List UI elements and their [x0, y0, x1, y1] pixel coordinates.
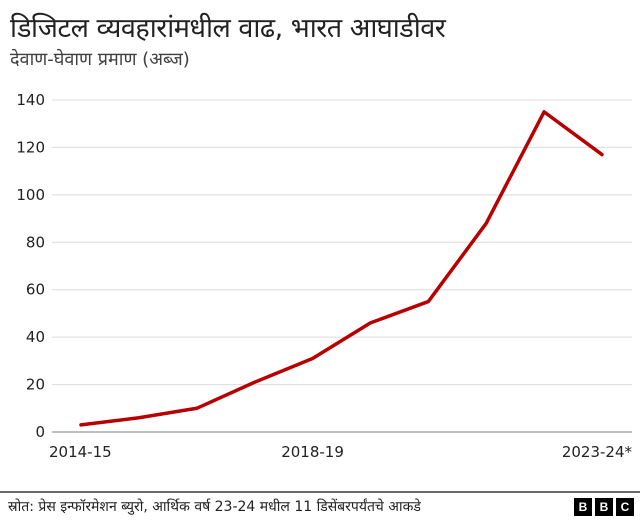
- x-tick-label: 2018-19: [281, 443, 344, 461]
- y-tick-label: 40: [26, 328, 45, 346]
- y-tick-label: 80: [26, 233, 45, 251]
- x-tick-label: 2014-15: [49, 443, 112, 461]
- line-chart: 0 20 40 60 80 100 120 140 2014-15 2018-19 2023-24…: [16, 91, 632, 461]
- y-tick-label: 0: [35, 423, 45, 441]
- x-axis-ticks: 2014-15 2018-19 2023-24*: [49, 443, 632, 461]
- chart-title: डिजिटल व्यवहारांमधील वाढ, भारत आघाडीवर: [10, 13, 446, 44]
- data-line: [79, 110, 604, 427]
- logo-letter: C: [616, 498, 634, 516]
- y-tick-label: 120: [16, 138, 45, 156]
- y-axis-ticks: 0 20 40 60 80 100 120 140: [16, 91, 45, 441]
- chart-subtitle: देवाण-घेवाण प्रमाण (अब्ज): [10, 49, 190, 70]
- gridlines: [52, 99, 632, 433]
- source-note: स्रोत: प्रेस इन्फॉरमेशन ब्युरो, आर्थिक व…: [8, 499, 421, 515]
- logo-letter: B: [574, 498, 592, 516]
- footer-divider: [0, 491, 640, 493]
- y-tick-label: 20: [26, 376, 45, 394]
- x-tick-label: 2023-24*: [562, 443, 633, 461]
- logo-letter: B: [595, 498, 613, 516]
- y-tick-label: 60: [26, 281, 45, 299]
- y-tick-label: 140: [16, 91, 45, 109]
- bbc-logo: B B C: [574, 498, 634, 516]
- y-tick-label: 100: [16, 186, 45, 204]
